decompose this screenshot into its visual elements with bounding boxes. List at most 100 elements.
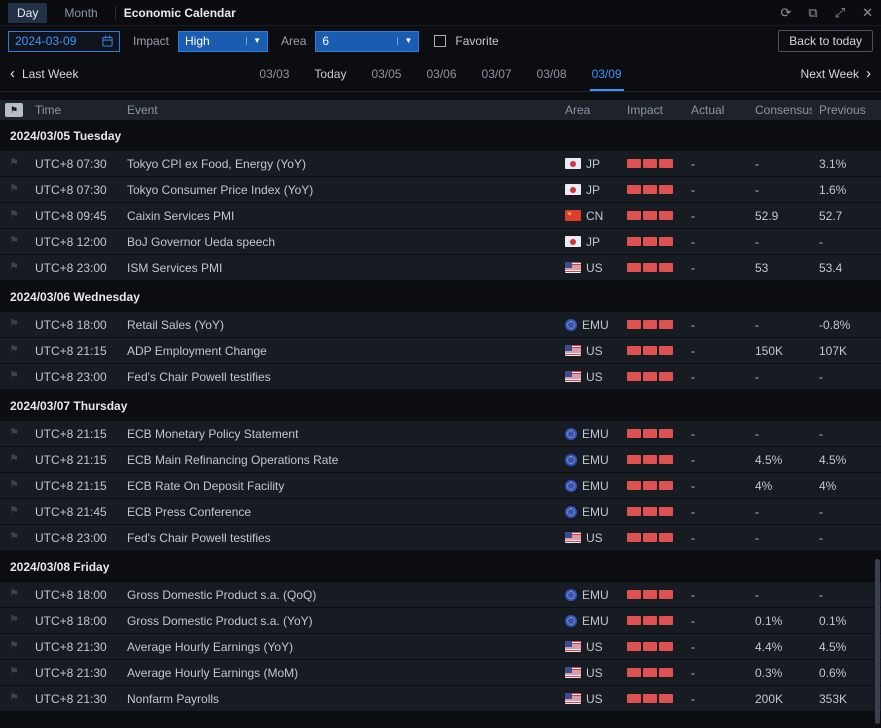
bookmark-flag-icon[interactable]: ⚑	[9, 210, 19, 221]
event-row[interactable]: ⚑ UTC+8 21:45 ECB Press Conference EMU - - -	[0, 499, 881, 524]
impact-bar	[659, 694, 673, 703]
column-header-area: Area	[565, 103, 591, 117]
event-row[interactable]: ⚑ UTC+8 09:45 Caixin Services PMI CN - 52.9 52…	[0, 203, 881, 228]
consensus-value: 200K	[755, 691, 784, 706]
impact-bar	[627, 372, 641, 381]
bookmark-flag-icon[interactable]: ⚑	[9, 236, 19, 247]
week-day-03-07[interactable]: 03/07	[480, 56, 514, 91]
bookmark-flag-icon[interactable]: ⚑	[9, 454, 19, 465]
event-row[interactable]: ⚑ UTC+8 21:30 Nonfarm Payrolls US - 200K 353K	[0, 686, 881, 711]
area-code: US	[586, 343, 603, 358]
bookmark-flag-icon[interactable]: ⚑	[9, 262, 19, 273]
bookmark-flag-icon[interactable]: ⚑	[9, 345, 19, 356]
impact-bar	[643, 455, 657, 464]
impact-bar	[627, 159, 641, 168]
impact-bar	[643, 237, 657, 246]
impact-bar	[643, 372, 657, 381]
back-to-today-button[interactable]: Back to today	[778, 30, 873, 52]
bookmark-flag-icon[interactable]: ⚑	[9, 319, 19, 330]
impact-bar	[659, 372, 673, 381]
favorite-checkbox[interactable]	[434, 35, 447, 47]
event-row[interactable]: ⚑ UTC+8 21:30 Average Hourly Earnings (YoY…	[0, 634, 881, 659]
previous-value: 4%	[819, 478, 837, 493]
last-week-button[interactable]: ‹ Last Week	[10, 66, 78, 81]
actual-value: -	[691, 343, 695, 358]
event-name: BoJ Governor Ueda speech	[127, 234, 276, 249]
week-day-03-08[interactable]: 03/08	[535, 56, 569, 91]
last-week-label: Last Week	[22, 66, 79, 81]
week-day-03-03[interactable]: 03/03	[257, 56, 291, 91]
bookmark-column-icon[interactable]: ⚑	[5, 103, 23, 117]
actual-value: -	[691, 260, 695, 275]
event-row[interactable]: ⚑ UTC+8 21:30 Average Hourly Earnings (MoM…	[0, 660, 881, 685]
event-row[interactable]: ⚑ UTC+8 07:30 Tokyo Consumer Price Index (…	[0, 177, 881, 202]
us-flag-icon	[565, 641, 581, 652]
event-row[interactable]: ⚑ UTC+8 23:00 Fed's Chair Powell testifies…	[0, 525, 881, 550]
previous-value: 4.5%	[819, 639, 847, 654]
bookmark-flag-icon[interactable]: ⚑	[9, 480, 19, 491]
next-week-button[interactable]: Next Week ›	[801, 66, 871, 81]
week-day-03-09[interactable]: 03/09	[589, 56, 624, 91]
bookmark-flag-icon[interactable]: ⚑	[9, 693, 19, 704]
event-row[interactable]: ⚑ UTC+8 21:15 ECB Rate On Deposit Facility…	[0, 473, 881, 498]
event-row[interactable]: ⚑ UTC+8 23:00 Fed's Chair Powell testifies…	[0, 364, 881, 389]
impact-select[interactable]: High ▼	[178, 30, 269, 52]
event-name: ADP Employment Change	[127, 343, 267, 358]
week-day-03-06[interactable]: 03/06	[424, 56, 458, 91]
consensus-value: -	[755, 587, 759, 602]
bookmark-flag-icon[interactable]: ⚑	[9, 589, 19, 600]
area-cell: CN	[558, 209, 620, 223]
scrollbar-track[interactable]	[873, 93, 881, 728]
popout-icon[interactable]: ⧉	[808, 5, 818, 20]
bookmark-flag-icon[interactable]: ⚑	[9, 371, 19, 382]
event-row[interactable]: ⚑ UTC+8 18:00 Gross Domestic Product s.a. …	[0, 582, 881, 607]
impact-bar	[627, 616, 641, 625]
impact-bar	[643, 185, 657, 194]
impact-indicator	[620, 429, 684, 438]
bookmark-flag-icon[interactable]: ⚑	[9, 641, 19, 652]
impact-bar	[643, 211, 657, 220]
area-cell: EMU	[558, 505, 620, 519]
tab-day[interactable]: Day	[8, 2, 48, 23]
refresh-icon[interactable]: ⟳	[780, 5, 792, 20]
fullscreen-icon[interactable]: ⤢	[834, 5, 846, 20]
impact-bar	[643, 533, 657, 542]
event-row[interactable]: ⚑ UTC+8 23:00 ISM Services PMI US - 53 53.4	[0, 255, 881, 280]
impact-bar	[659, 533, 673, 542]
impact-indicator	[620, 159, 684, 168]
scrollbar-thumb[interactable]	[875, 559, 880, 724]
week-day-today[interactable]: Today	[312, 56, 348, 91]
event-name: ECB Main Refinancing Operations Rate	[127, 452, 339, 467]
event-row[interactable]: ⚑ UTC+8 12:00 BoJ Governor Ueda speech JP - -…	[0, 229, 881, 254]
previous-value: -	[819, 234, 823, 249]
area-select[interactable]: 6 ▼	[315, 30, 420, 52]
event-row[interactable]: ⚑ UTC+8 21:15 ECB Main Refinancing Operati…	[0, 447, 881, 472]
event-row[interactable]: ⚑ UTC+8 18:00 Gross Domestic Product s.a. …	[0, 608, 881, 633]
bookmark-flag-icon[interactable]: ⚑	[9, 615, 19, 626]
actual-value: -	[691, 587, 695, 602]
impact-indicator	[620, 616, 684, 625]
bookmark-flag-icon[interactable]: ⚑	[9, 532, 19, 543]
bookmark-flag-icon[interactable]: ⚑	[9, 184, 19, 195]
bookmark-flag-icon[interactable]: ⚑	[9, 158, 19, 169]
bookmark-flag-icon[interactable]: ⚑	[9, 667, 19, 678]
event-row[interactable]: ⚑ UTC+8 21:15 ADP Employment Change US - 150K…	[0, 338, 881, 363]
close-icon[interactable]: ✕	[862, 5, 873, 20]
consensus-value: 0.3%	[755, 665, 783, 680]
bookmark-flag-icon[interactable]: ⚑	[9, 506, 19, 517]
event-row[interactable]: ⚑ UTC+8 07:30 Tokyo CPI ex Food, Energy (Y…	[0, 151, 881, 176]
event-row[interactable]: ⚑ UTC+8 21:15 ECB Monetary Policy Statemen…	[0, 421, 881, 446]
actual-value: -	[691, 208, 695, 223]
consensus-value: -	[755, 426, 759, 441]
event-row[interactable]: ⚑ UTC+8 18:00 Retail Sales (YoY) EMU - - -0.8%	[0, 312, 881, 337]
calendar-icon	[102, 35, 113, 47]
emu-flag-icon	[565, 479, 577, 492]
jp-flag-icon	[565, 158, 581, 169]
area-code: EMU	[582, 426, 609, 441]
impact-indicator	[620, 590, 684, 599]
week-day-03-05[interactable]: 03/05	[369, 56, 403, 91]
tab-month[interactable]: Month	[55, 3, 106, 23]
date-picker[interactable]: 2024-03-09	[8, 30, 120, 52]
bookmark-flag-icon[interactable]: ⚑	[9, 428, 19, 439]
cn-flag-icon	[565, 210, 581, 221]
